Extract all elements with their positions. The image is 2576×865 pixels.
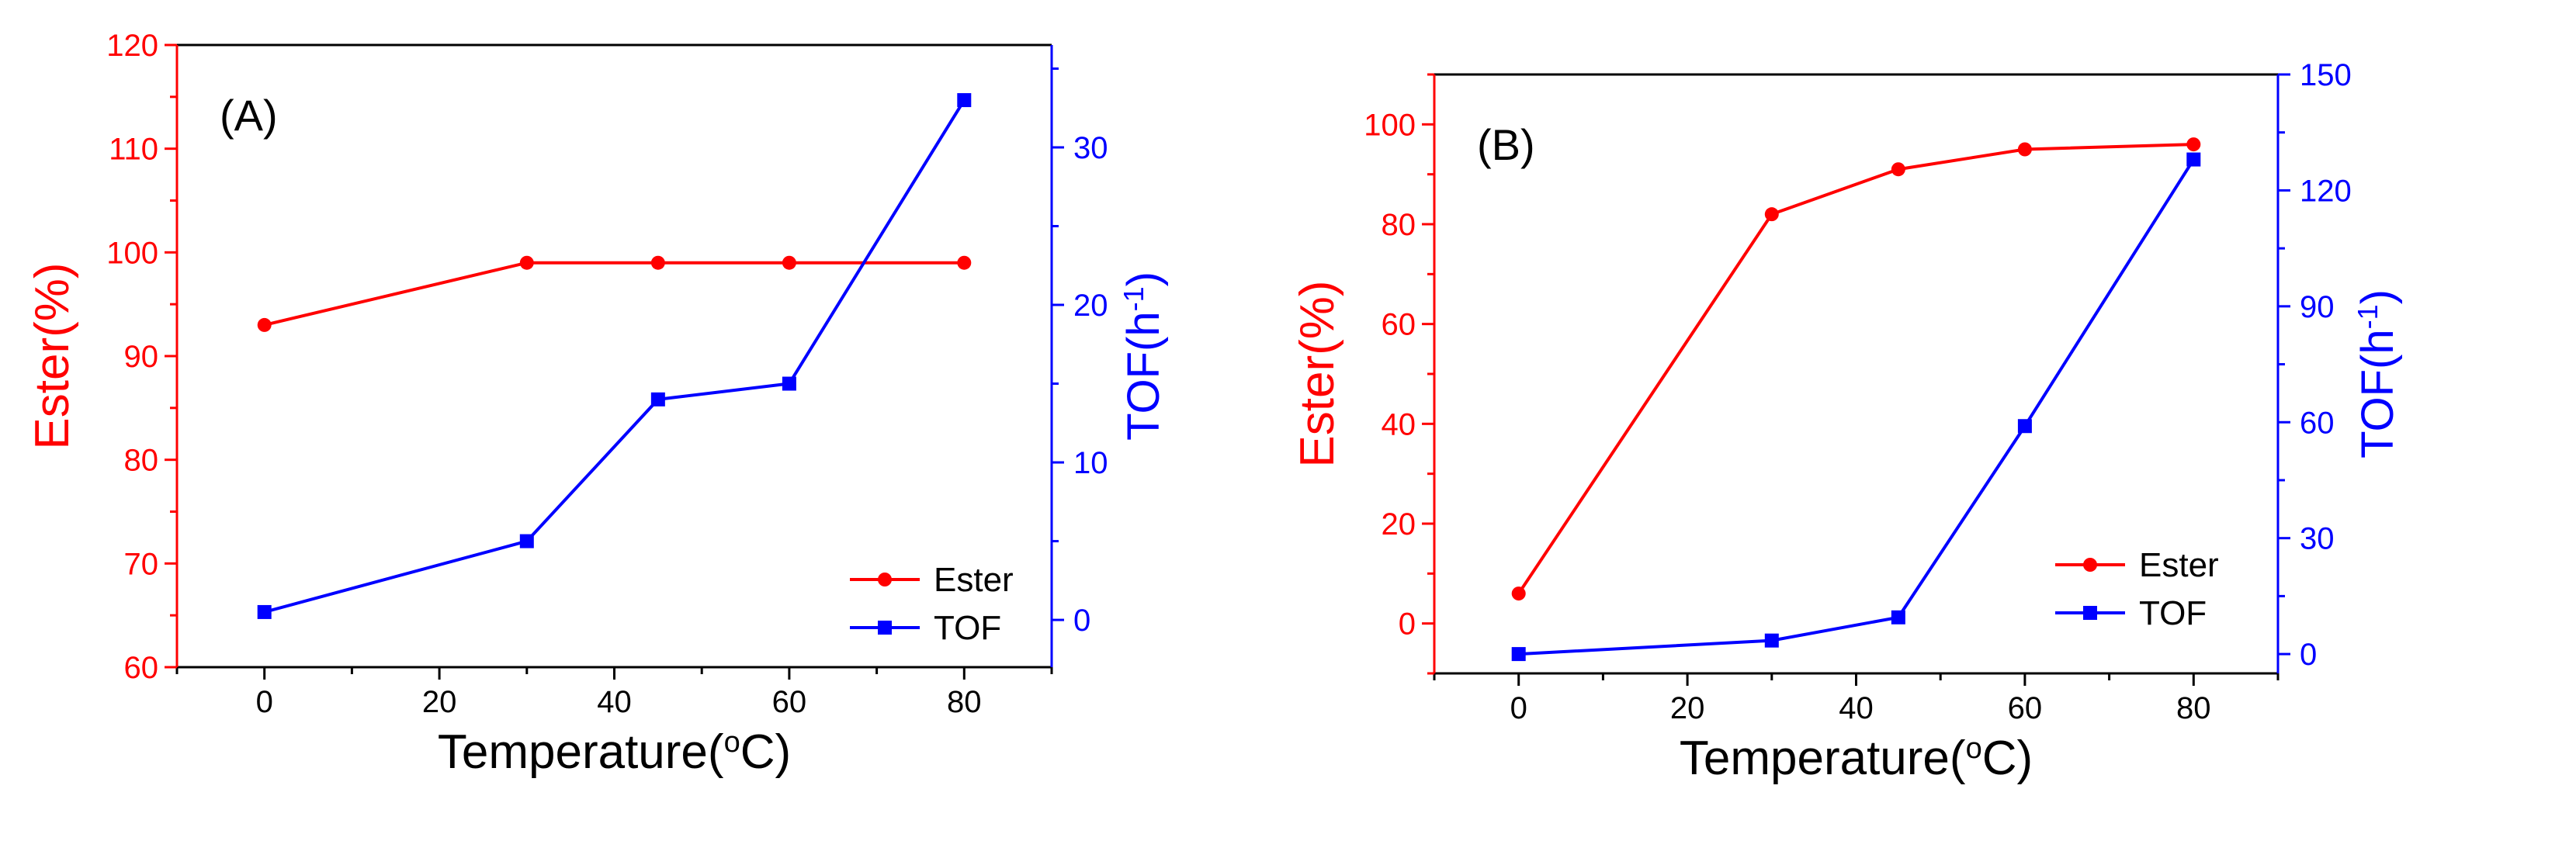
y-left-tick-label: 100 [106, 236, 158, 270]
y-right-axis-title-main: TOF(h [1118, 311, 1169, 441]
legend-marker-ester [878, 573, 892, 586]
data-point-tof [1891, 610, 1905, 625]
data-point-ester [519, 255, 534, 270]
series-line-tof [264, 99, 966, 614]
data-point-ester [2017, 142, 2032, 157]
data-point-ester [957, 255, 972, 270]
x-axis-title-main: Temperature( [1680, 732, 1966, 785]
x-axis-title-main: Temperature( [438, 725, 724, 779]
y-right-axis-title-tail: ) [1118, 272, 1169, 286]
x-tick-label: 0 [1510, 691, 1527, 725]
series-line-tof [1518, 158, 2195, 656]
data-point-tof [2186, 152, 2201, 167]
data-point-tof [519, 534, 534, 548]
x-axis-title: Temperature(oC) [438, 725, 791, 779]
y-left-tick-label: 120 [106, 29, 158, 63]
panel-label: (B) [1477, 120, 1535, 169]
y-left-tick-label: 110 [109, 133, 158, 167]
legend-label-tof: TOF [2139, 594, 2207, 632]
series-line-ester [1517, 143, 2194, 595]
x-axis-title-sup: o [724, 726, 740, 759]
y-right-tick-label: 120 [2300, 174, 2352, 208]
data-point-ester [257, 317, 272, 332]
y-right-axis-title: TOF(h-1) [2352, 289, 2404, 458]
data-point-ester [2186, 137, 2201, 152]
y-right-axis-title-sup: -1 [1118, 286, 1149, 311]
legend-label-ester: Ester [2139, 546, 2219, 584]
data-point-ester [650, 255, 665, 270]
x-tick-label: 60 [772, 685, 807, 719]
data-point-tof [782, 376, 796, 391]
y-left-axis-title: Ester(%) [26, 262, 79, 449]
x-tick-label: 80 [947, 685, 982, 719]
legend-marker-ester [2083, 558, 2097, 572]
y-left-axis-title: Ester(%) [1291, 280, 1344, 467]
y-left-tick-label: 70 [124, 547, 159, 581]
data-point-tof [1511, 647, 1526, 662]
y-left-tick-label: 60 [124, 651, 159, 685]
y-left-tick-label: 40 [1382, 407, 1416, 441]
x-tick-label: 40 [1839, 691, 1874, 725]
y-right-tick-label: 10 [1073, 446, 1108, 480]
x-tick-label: 40 [597, 685, 632, 719]
y-right-tick-label: 150 [2300, 58, 2352, 92]
y-right-axis-title-tail: ) [2352, 289, 2403, 304]
legend-marker-tof [2083, 606, 2097, 620]
y-left-tick-label: 100 [1364, 108, 1416, 142]
y-right-tick-label: 30 [1073, 131, 1108, 165]
data-point-tof [650, 392, 665, 407]
x-tick-label: 60 [2008, 691, 2043, 725]
y-left-tick-label: 0 [1399, 607, 1416, 642]
x-axis-title-tail: C) [740, 725, 791, 779]
data-point-ester [782, 255, 796, 270]
data-point-ester [1891, 162, 1905, 177]
data-point-tof [2017, 419, 2032, 434]
chart-panel-a: 0 20 40 60 80 60 70 80 90 100 110 120 0 10 20 30 Tempera… [26, 29, 1169, 779]
legend-label-tof: TOF [934, 609, 1001, 647]
chart-panel-b: 0 20 40 60 80 0 20 40 60 80 100 0 30 60 90 120 150 Temper… [1291, 58, 2403, 785]
y-left-tick-label: 80 [124, 444, 159, 478]
panel-label: (A) [220, 91, 278, 140]
x-tick-label: 80 [2176, 691, 2211, 725]
y-right-tick-label: 0 [1073, 604, 1090, 638]
y-right-tick-label: 20 [1073, 289, 1108, 323]
y-right-tick-label: 30 [2300, 522, 2335, 556]
x-axis-title: Temperature(oC) [1680, 732, 2033, 785]
legend-label-ester: Ester [934, 561, 1014, 599]
y-right-tick-label: 60 [2300, 406, 2335, 440]
y-left-tick-label: 90 [124, 340, 159, 374]
x-axis-title-sup: o [1966, 732, 1982, 765]
data-point-tof [957, 93, 972, 108]
legend-marker-tof [878, 621, 892, 635]
x-tick-label: 20 [1670, 691, 1705, 725]
y-right-tick-label: 90 [2300, 290, 2335, 324]
y-left-tick-label: 60 [1382, 308, 1416, 342]
y-right-axis-title-sup: -1 [2352, 304, 2384, 329]
data-point-ester [1511, 586, 1526, 601]
data-point-tof [1764, 633, 1779, 648]
x-axis-title-tail: C) [1982, 732, 2033, 785]
y-right-tick-label: 0 [2300, 638, 2317, 672]
y-right-axis-title-main: TOF(h [2352, 329, 2403, 458]
y-right-axis-title: TOF(h-1) [1118, 272, 1170, 441]
data-point-tof [257, 604, 272, 619]
y-left-tick-label: 80 [1382, 208, 1416, 242]
data-point-ester [1764, 207, 1779, 222]
x-tick-label: 0 [256, 685, 273, 719]
x-tick-label: 20 [422, 685, 457, 719]
y-left-tick-label: 20 [1382, 507, 1416, 541]
